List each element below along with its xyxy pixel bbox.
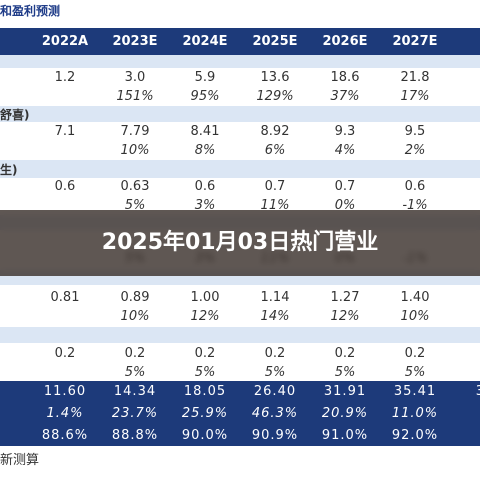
value-cell: 0.6 bbox=[54, 179, 76, 194]
total-cell: 35.41 bbox=[393, 384, 437, 399]
growth-cell: 37% bbox=[330, 89, 360, 104]
banner-text: 2025年01月03日热门营业 bbox=[101, 230, 379, 255]
value-cell: 0.2 bbox=[404, 346, 426, 361]
growth-cell: 151% bbox=[116, 89, 154, 104]
value-cell: 0.6 bbox=[404, 179, 426, 194]
value-cell: 0.2 bbox=[194, 346, 216, 361]
total-cell: 11.60 bbox=[43, 384, 87, 399]
value-cell: 5.9 bbox=[194, 70, 216, 85]
total-cell: 88.6% bbox=[41, 428, 89, 443]
column-header: 2024E bbox=[182, 34, 228, 49]
growth-cell: 12% bbox=[190, 309, 220, 324]
value-cell: 1.2 bbox=[54, 70, 76, 85]
value-cell: 13.6 bbox=[260, 70, 290, 85]
footer-note: 新测算 bbox=[0, 453, 40, 468]
total-cell: 26.40 bbox=[253, 384, 297, 399]
total-cell: 88.8% bbox=[111, 428, 159, 443]
growth-cell: 95% bbox=[190, 89, 220, 104]
total-cell: 36 bbox=[450, 384, 480, 400]
growth-cell: 5% bbox=[334, 365, 356, 380]
value-cell: 0.7 bbox=[264, 179, 286, 194]
total-cell: 25.9% bbox=[181, 406, 229, 421]
value-cell: 8.92 bbox=[260, 124, 290, 139]
growth-cell: -1% bbox=[402, 198, 428, 213]
value-cell: 0.2 bbox=[334, 346, 356, 361]
total-cell: 31.91 bbox=[323, 384, 367, 399]
value-cell: 0.2 bbox=[124, 346, 146, 361]
growth-cell: 2% bbox=[404, 143, 426, 158]
total-cell: 20.9% bbox=[321, 406, 369, 421]
value-cell: 0.63 bbox=[120, 179, 150, 194]
totals-bar bbox=[0, 381, 480, 446]
section-label: 生) bbox=[0, 163, 18, 177]
value-cell: 1.40 bbox=[400, 290, 430, 305]
growth-cell: 129% bbox=[256, 89, 294, 104]
column-header: 2025E bbox=[252, 34, 298, 49]
value-cell: 0.89 bbox=[120, 290, 150, 305]
total-cell: 92.0% bbox=[391, 428, 439, 443]
section-band bbox=[0, 160, 480, 178]
value-cell: 7.1 bbox=[54, 124, 76, 139]
value-cell: 18.6 bbox=[330, 70, 360, 85]
growth-cell: 17% bbox=[400, 89, 430, 104]
section-label: 舒喜) bbox=[0, 108, 30, 122]
growth-cell: 3% bbox=[194, 198, 216, 213]
value-cell: 3.0 bbox=[124, 70, 146, 85]
section-band bbox=[0, 55, 480, 68]
value-cell: 0.2 bbox=[264, 346, 286, 361]
banner: 2025年01月03日热门营业 bbox=[0, 210, 480, 276]
growth-cell: 6% bbox=[264, 143, 286, 158]
growth-cell: 14% bbox=[260, 309, 290, 324]
value-cell: 8.41 bbox=[190, 124, 220, 139]
growth-cell: 12% bbox=[330, 309, 360, 324]
value-cell: 1.00 bbox=[190, 290, 220, 305]
title: 和盈利预测 bbox=[0, 4, 61, 18]
total-cell: 46.3% bbox=[251, 406, 299, 421]
value-cell: 1.14 bbox=[260, 290, 290, 305]
column-header: 2022A bbox=[41, 34, 89, 49]
total-cell: 11.0% bbox=[391, 406, 439, 421]
column-header: 2023E bbox=[112, 34, 158, 49]
growth-cell: 5% bbox=[124, 365, 146, 380]
growth-cell: 5% bbox=[404, 365, 426, 380]
value-cell: 0.6 bbox=[194, 179, 216, 194]
growth-cell: 5% bbox=[194, 365, 216, 380]
value-cell: 0.81 bbox=[50, 290, 80, 305]
value-cell: 21.8 bbox=[400, 70, 430, 85]
growth-cell: 5% bbox=[264, 365, 286, 380]
section-band bbox=[0, 106, 480, 122]
section-band bbox=[0, 327, 480, 343]
value-cell: 9.5 bbox=[404, 124, 426, 139]
value-cell: 9.3 bbox=[334, 124, 356, 139]
total-cell: 2 bbox=[450, 406, 480, 422]
total-cell: 91.0% bbox=[321, 428, 369, 443]
header-bar bbox=[0, 28, 480, 55]
growth-cell: 0% bbox=[334, 198, 356, 213]
value-cell: 0.2 bbox=[54, 346, 76, 361]
growth-cell: 4% bbox=[334, 143, 356, 158]
value-cell: 1.27 bbox=[330, 290, 360, 305]
total-cell: 90.9% bbox=[251, 428, 299, 443]
growth-cell: 10% bbox=[120, 143, 150, 158]
total-cell: 9 bbox=[450, 428, 480, 444]
growth-cell: 11% bbox=[260, 198, 290, 213]
total-cell: 23.7% bbox=[111, 406, 159, 421]
total-cell: 1.4% bbox=[46, 406, 84, 421]
growth-cell: 8% bbox=[194, 143, 216, 158]
growth-cell: 10% bbox=[400, 309, 430, 324]
growth-cell: 5% bbox=[124, 198, 146, 213]
total-cell: 90.0% bbox=[181, 428, 229, 443]
value-cell: 0.7 bbox=[334, 179, 356, 194]
total-cell: 14.34 bbox=[113, 384, 157, 399]
column-header: 2027E bbox=[392, 34, 438, 49]
total-cell: 18.05 bbox=[183, 384, 227, 399]
growth-cell: 10% bbox=[120, 309, 150, 324]
column-header: 2026E bbox=[322, 34, 368, 49]
value-cell: 7.79 bbox=[120, 124, 150, 139]
